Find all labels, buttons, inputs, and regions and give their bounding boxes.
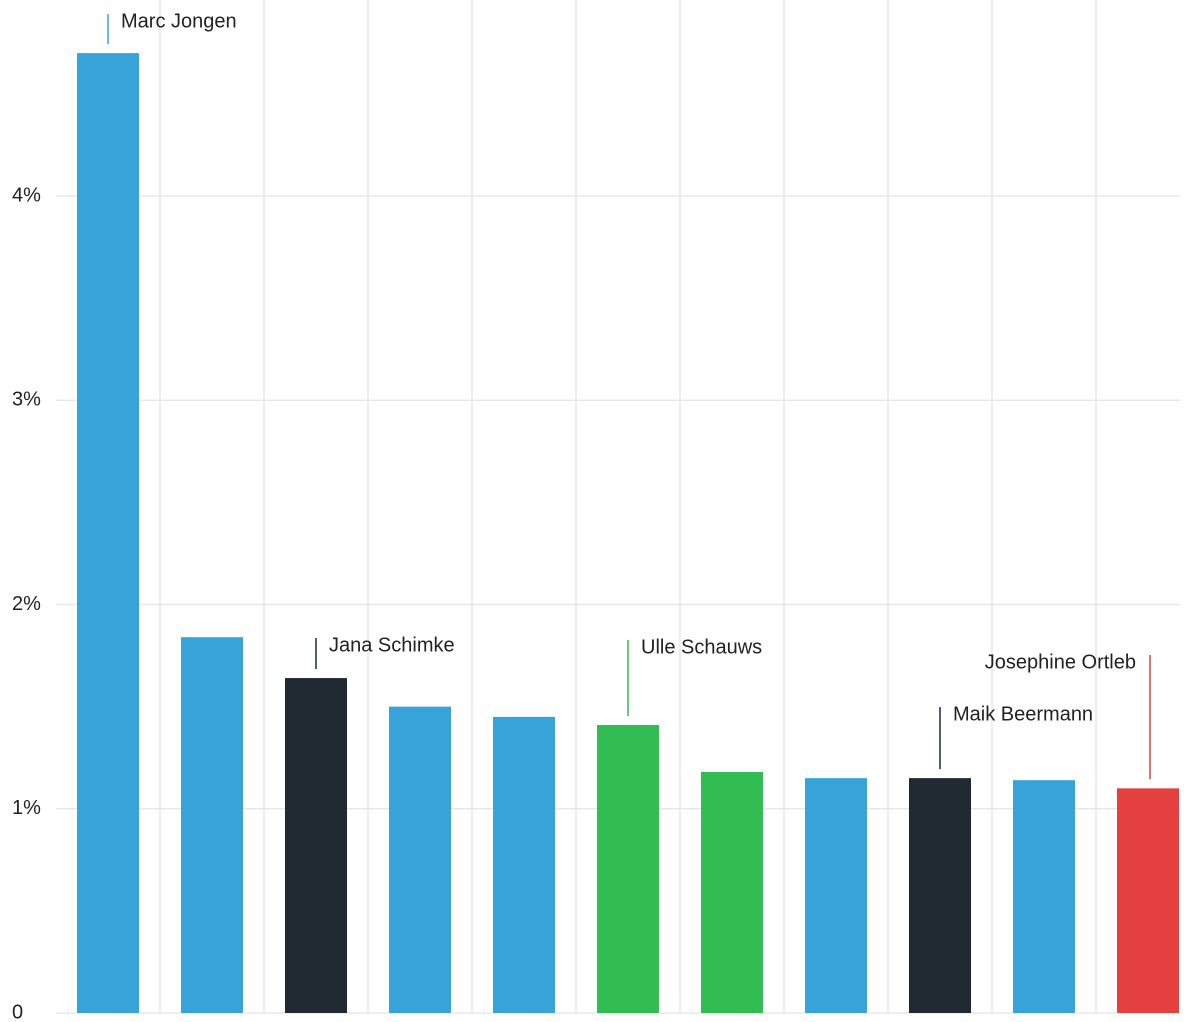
annotation-label: Marc Jongen — [121, 10, 237, 32]
bar — [77, 53, 139, 1013]
y-tick-label: 2% — [12, 593, 41, 615]
bar — [389, 706, 451, 1013]
y-tick-label: 4% — [12, 184, 41, 206]
bar — [1013, 780, 1075, 1013]
bar — [909, 778, 971, 1013]
bar — [493, 716, 555, 1013]
y-tick-label: 0 — [12, 1001, 23, 1022]
bar — [181, 637, 243, 1013]
bar — [1117, 788, 1179, 1013]
bar — [701, 772, 763, 1013]
bar — [597, 725, 659, 1013]
annotation-label: Jana Schimke — [329, 634, 455, 656]
y-tick-label: 1% — [12, 797, 41, 819]
annotation-label: Maik Beermann — [953, 703, 1093, 725]
annotation-label: Josephine Ortleb — [985, 651, 1136, 673]
annotation-label: Ulle Schauws — [641, 636, 762, 658]
bar — [285, 678, 347, 1013]
bar — [805, 778, 867, 1013]
y-tick-label: 3% — [12, 389, 41, 411]
